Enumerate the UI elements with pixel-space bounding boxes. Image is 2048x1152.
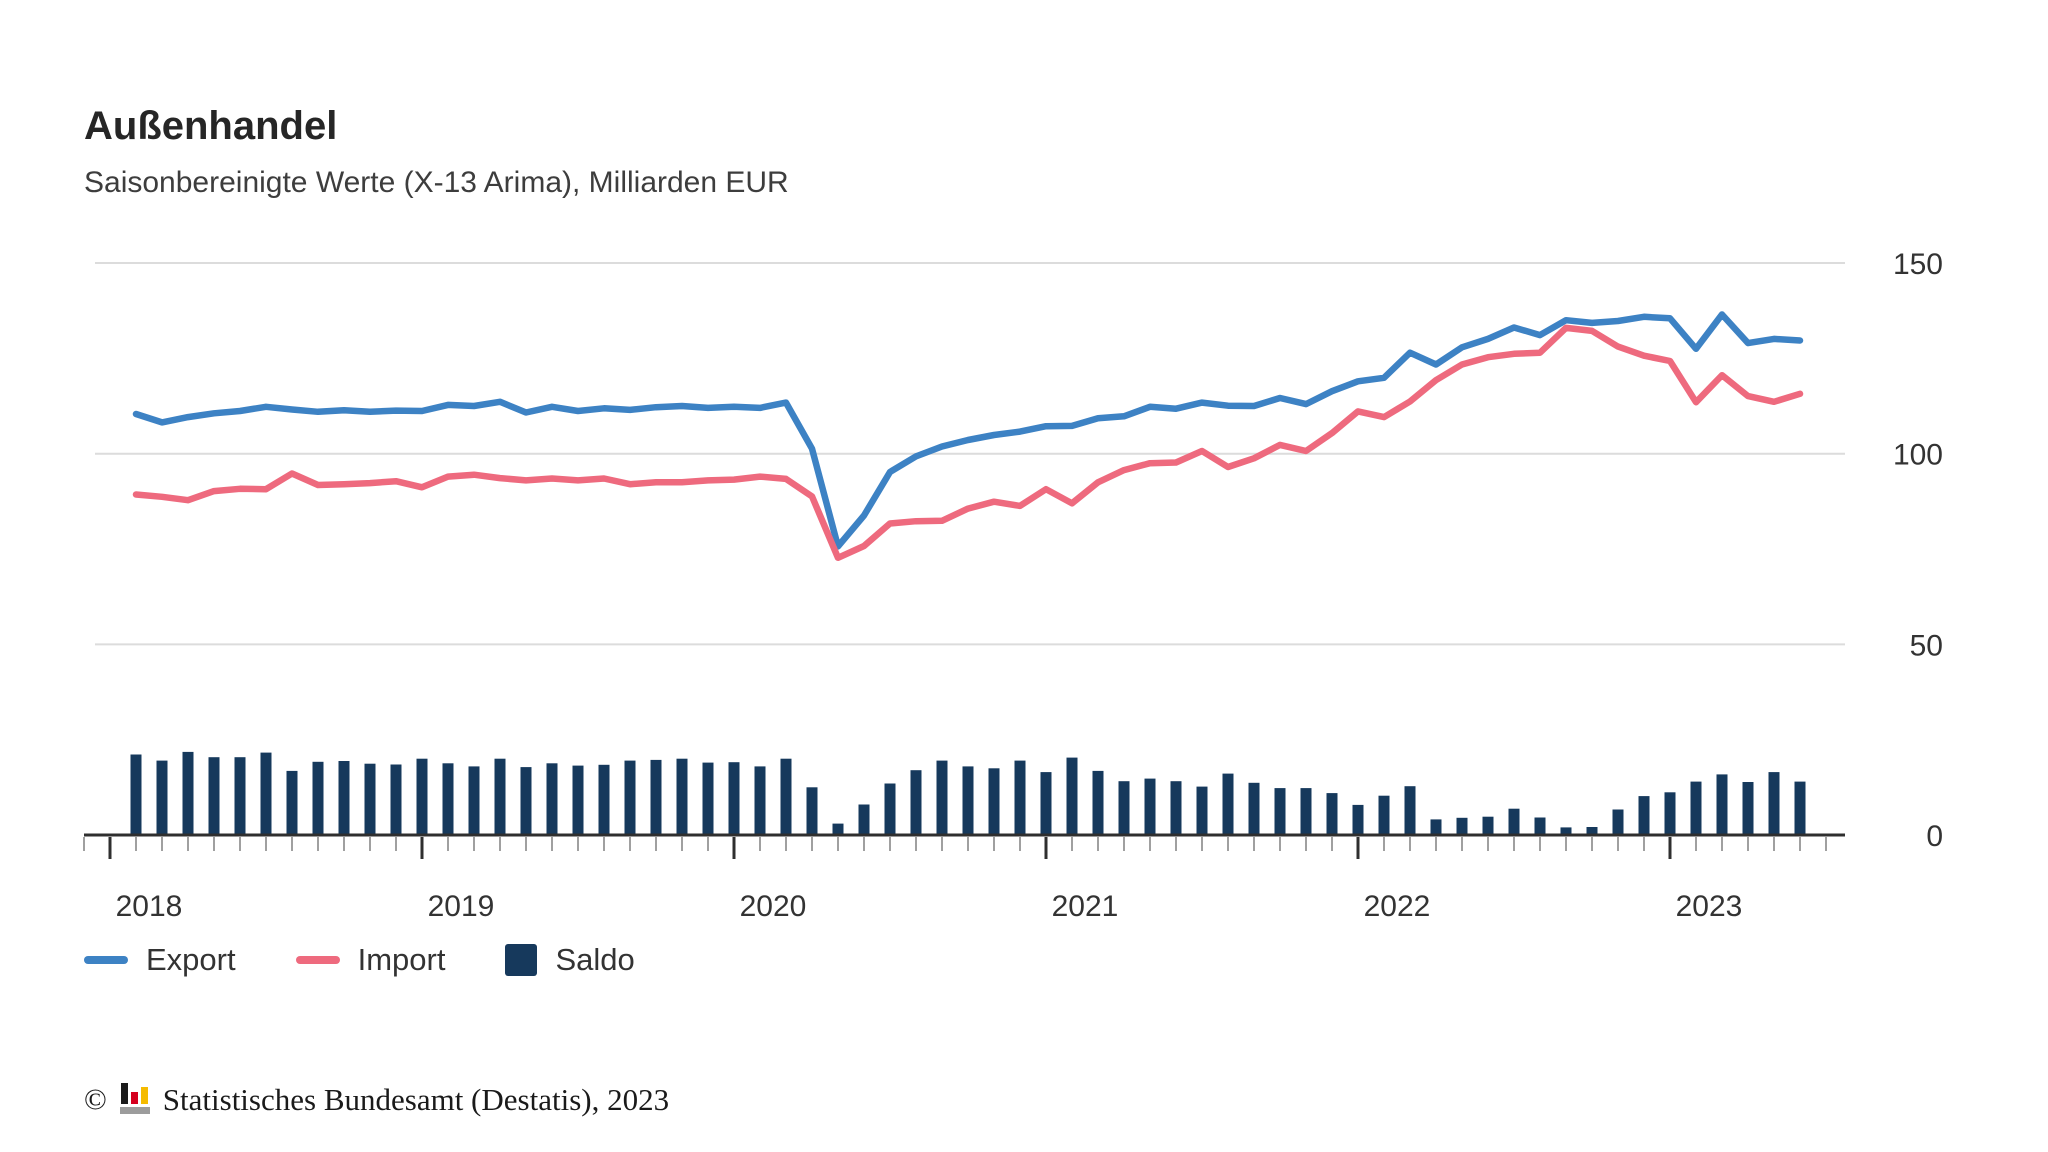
chart-subtitle: Saisonbereinigte Werte (X-13 Arima), Mil… bbox=[84, 166, 789, 199]
x-axis-year-label: 2021 bbox=[1052, 890, 1119, 923]
x-axis-year-label: 2018 bbox=[116, 890, 183, 923]
destatis-logo-base bbox=[119, 1107, 150, 1114]
x-axis-year-label: 2019 bbox=[428, 890, 495, 923]
destatis-logo-icon bbox=[119, 1082, 151, 1118]
legend-item-import[interactable]: Import bbox=[295, 942, 446, 978]
source-text: Statistisches Bundesamt (Destatis), 2023 bbox=[162, 1082, 670, 1117]
chart-legend: Export Import Saldo bbox=[84, 942, 635, 978]
page-title: Außenhandel bbox=[84, 104, 338, 148]
y-axis-tick-label: 50 bbox=[1910, 629, 1943, 662]
destatis-logo-bar-black bbox=[120, 1083, 128, 1104]
x-axis-year-label: 2022 bbox=[1364, 890, 1431, 923]
y-axis-tick-label: 150 bbox=[1893, 248, 1943, 281]
import-line-swatch bbox=[295, 956, 340, 964]
legend-item-export[interactable]: Export bbox=[84, 942, 236, 978]
y-axis-tick-label: 100 bbox=[1893, 439, 1943, 472]
export-line-swatch bbox=[84, 956, 128, 964]
import-line bbox=[132, 324, 1804, 562]
legend-label-import: Import bbox=[357, 942, 446, 977]
legend-label-saldo: Saldo bbox=[555, 942, 635, 977]
destatis-logo-bar-red bbox=[130, 1092, 138, 1104]
source-footer: © Statistisches Bundesamt (Destatis), 20… bbox=[84, 1082, 669, 1118]
legend-label-export: Export bbox=[146, 942, 236, 977]
x-axis-year-label: 2020 bbox=[740, 890, 807, 923]
export-line bbox=[132, 311, 1804, 550]
copyright-symbol: © bbox=[84, 1083, 107, 1116]
x-axis-year-label: 2023 bbox=[1676, 890, 1743, 923]
y-axis-tick-label: 0 bbox=[1926, 820, 1943, 853]
saldo-square-swatch bbox=[505, 944, 538, 976]
destatis-logo-bar-gold bbox=[140, 1087, 148, 1104]
trade-chart-plot: 2018 2019 2020 2021 2022 2023 0 50 100 150 bbox=[83, 248, 1943, 923]
legend-item-saldo[interactable]: Saldo bbox=[505, 942, 635, 978]
